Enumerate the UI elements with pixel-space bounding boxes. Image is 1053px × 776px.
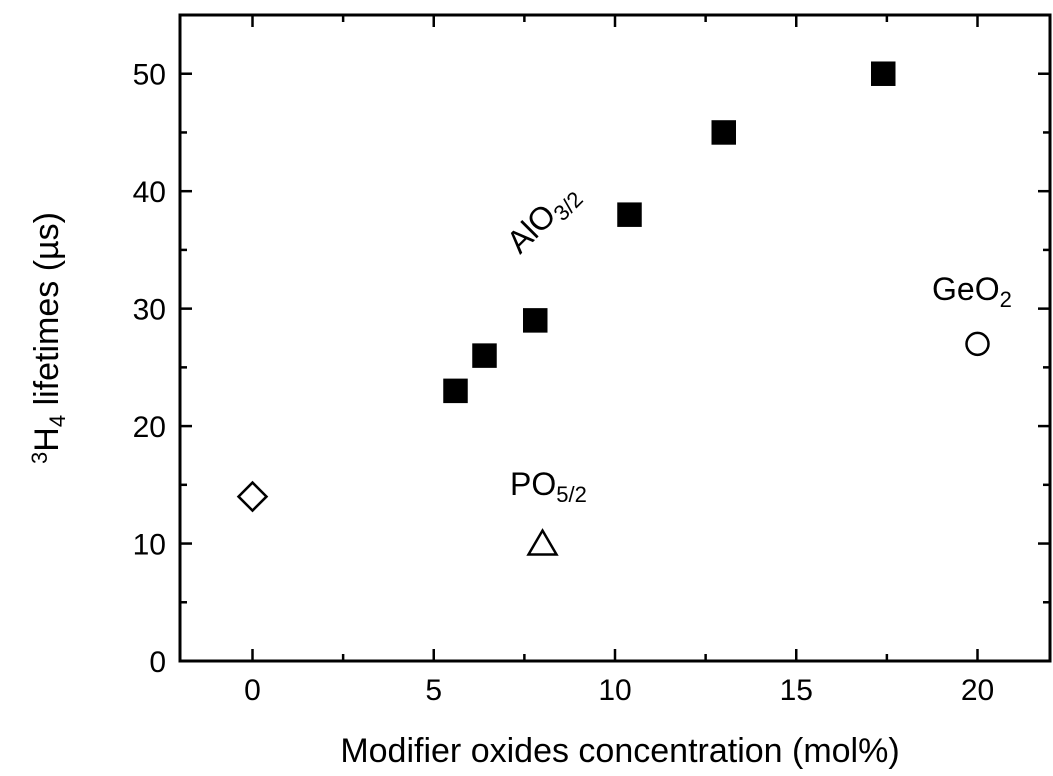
marker: [965, 331, 990, 357]
y-tick-label: 20: [133, 411, 166, 444]
y-label-main: H: [28, 427, 66, 452]
series-label: AlO3/2: [499, 175, 587, 263]
plot-frame: [178, 13, 1052, 663]
y-label-sub: 4: [45, 415, 70, 427]
series-label: GeO2: [932, 271, 1012, 312]
y-tick-label: 0: [149, 646, 166, 679]
x-tick-label: 20: [961, 674, 994, 707]
y-tick-label: 30: [133, 294, 166, 327]
series-label-sub: 5/2: [556, 482, 587, 507]
marker: [526, 528, 559, 556]
x-tick-label: 15: [780, 674, 813, 707]
marker: [236, 480, 269, 513]
marker: [523, 308, 548, 333]
x-tick-label: 5: [425, 674, 442, 707]
series-label: PO5/2: [510, 466, 587, 507]
marker: [443, 378, 468, 404]
x-tick-label: 0: [244, 674, 261, 707]
y-tick-label: 10: [133, 529, 166, 562]
series-label-main: PO: [510, 466, 556, 502]
marker: [617, 202, 642, 227]
series-label-main: GeO: [932, 271, 1000, 307]
y-tick-label: 50: [133, 59, 166, 92]
series-label-sub: 2: [1000, 287, 1012, 312]
y-label-rest: lifetimes (µs): [28, 212, 66, 415]
x-tick-label: 10: [598, 674, 631, 707]
marker: [711, 120, 736, 145]
y-tick-label: 40: [133, 176, 166, 209]
marker: [871, 61, 896, 86]
y-label-sup: 3: [27, 452, 52, 464]
x-axis-label: Modifier oxides concentration (mol%): [340, 732, 899, 770]
y-axis-label: 3H4 lifetimes (µs): [27, 212, 70, 464]
marker: [472, 343, 497, 368]
